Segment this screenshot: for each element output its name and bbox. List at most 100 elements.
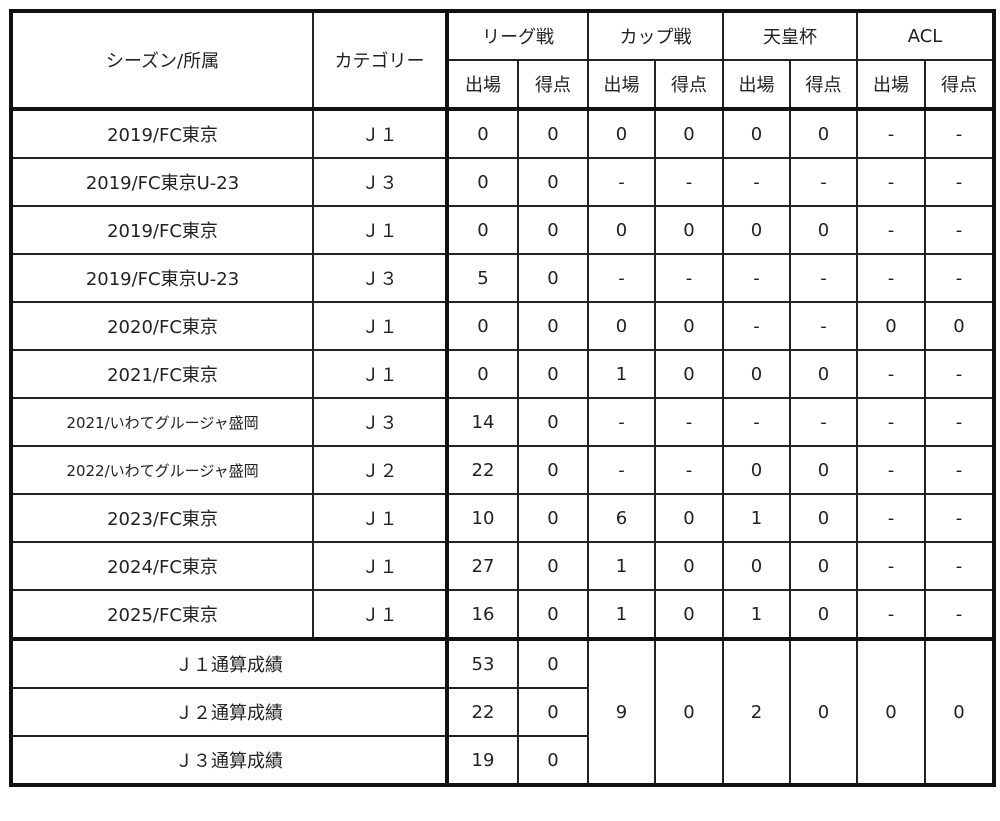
table-row: 2019/FC東京U-23 Ｊ３ 0 0- - - - - - [10, 157, 995, 207]
stat-cell: 1 [722, 589, 791, 640]
season-cell: 2022/いわてグルージャ盛岡 [10, 445, 314, 495]
stat-cell: 22 [446, 445, 519, 495]
stat-cell: 0 [587, 108, 656, 159]
table-row: 2021/FC東京 Ｊ１ 0 0 1 0 0 0- - [10, 349, 995, 399]
stat-cell: 14 [446, 397, 519, 447]
stat-cell: - [856, 397, 926, 447]
table-row: 2023/FC東京 Ｊ１ 10 0 6 0 1 0- - [10, 493, 995, 543]
stat-cell: 0 [587, 301, 656, 351]
stat-cell: - [654, 445, 724, 495]
stat-cell: - [856, 157, 926, 207]
category-cell: Ｊ１ [312, 349, 449, 399]
stat-cell: 0 [654, 301, 724, 351]
stat-cell: - [924, 493, 995, 543]
header-goals: 得点 [789, 59, 858, 111]
stat-cell: 27 [446, 541, 519, 591]
header-goals: 得点 [654, 59, 724, 111]
stat-cell: 0 [517, 253, 589, 303]
header-category: カテゴリー [312, 10, 449, 111]
stat-cell: - [856, 253, 926, 303]
table-row: 2019/FC東京 Ｊ１ 0 0 0 0 0 0- - [10, 205, 995, 255]
stat-cell: - [924, 541, 995, 591]
totals-goals: 0 [517, 735, 589, 786]
table-row: 2022/いわてグルージャ盛岡 Ｊ２ 22 0- -0 0- - [10, 445, 995, 495]
stat-cell: 0 [446, 205, 519, 255]
totals-apps: 22 [446, 687, 519, 737]
stat-cell: 0 [789, 108, 858, 159]
stat-cell: 1 [587, 589, 656, 640]
stat-cell: - [722, 157, 791, 207]
category-cell: Ｊ３ [312, 253, 449, 303]
season-cell: 2019/FC東京 [10, 108, 314, 159]
stat-cell: - [924, 205, 995, 255]
stat-cell: - [856, 205, 926, 255]
stat-cell: - [856, 108, 926, 159]
category-cell: Ｊ３ [312, 397, 449, 447]
stat-cell: 0 [856, 301, 926, 351]
header-acl: ACL [856, 10, 995, 61]
season-cell: 2025/FC東京 [10, 589, 314, 640]
season-cell: 2024/FC東京 [10, 541, 314, 591]
stat-cell: 0 [654, 541, 724, 591]
stat-cell: 0 [789, 445, 858, 495]
category-cell: Ｊ１ [312, 589, 449, 640]
totals-combined-cell: 2 [722, 637, 791, 786]
stat-cell: - [924, 157, 995, 207]
category-cell: Ｊ２ [312, 445, 449, 495]
stat-cell: 16 [446, 589, 519, 640]
stat-cell: 0 [517, 157, 589, 207]
totals-row: Ｊ２通算成績 22 0 [10, 687, 994, 737]
header-league: リーグ戦 [446, 10, 589, 61]
stat-cell: - [924, 589, 995, 640]
totals-combined-cell: 0 [654, 637, 724, 786]
category-cell: Ｊ３ [312, 157, 449, 207]
header-emperors-cup: 天皇杯 [722, 10, 858, 61]
category-cell: Ｊ１ [312, 541, 449, 591]
stat-cell: - [587, 397, 656, 447]
header-apps: 出場 [856, 59, 926, 111]
stat-cell: 1 [587, 349, 656, 399]
header-apps: 出場 [722, 59, 791, 111]
stat-cell: 0 [517, 493, 589, 543]
totals-goals: 0 [517, 687, 589, 737]
header-goals: 得点 [924, 59, 995, 111]
category-cell: Ｊ１ [312, 493, 449, 543]
header-goals: 得点 [517, 59, 589, 111]
table-row: 2025/FC東京 Ｊ１ 16 0 1 0 1 0- - [10, 589, 995, 640]
totals-label: Ｊ３通算成績 [10, 735, 449, 786]
totals-combined-cell: 0 [924, 637, 995, 786]
stat-cell: 0 [654, 493, 724, 543]
stat-cell: 1 [587, 541, 656, 591]
table-row: 2020/FC東京 Ｊ１ 0 0 0 0- -0 0 [10, 301, 995, 351]
stat-cell: 0 [517, 301, 589, 351]
stat-cell: 0 [517, 541, 589, 591]
season-cell: 2019/FC東京U-23 [10, 253, 314, 303]
table-row: 2021/いわてグルージャ盛岡 Ｊ３ 14 0- - - - - - [10, 397, 995, 447]
stat-cell: 0 [722, 349, 791, 399]
stat-cell: 0 [517, 108, 589, 159]
stat-cell: - [924, 445, 995, 495]
stat-cell: - [789, 397, 858, 447]
season-cell: 2023/FC東京 [10, 493, 314, 543]
stat-cell: - [856, 541, 926, 591]
stat-cell: 0 [446, 108, 519, 159]
stat-cell: - [856, 589, 926, 640]
category-cell: Ｊ１ [312, 205, 449, 255]
stat-cell: - [856, 349, 926, 399]
stat-cell: 0 [517, 397, 589, 447]
stat-cell: - [924, 349, 995, 399]
stat-cell: 0 [654, 205, 724, 255]
stat-cell: - [924, 108, 995, 159]
totals-combined-cell: 0 [789, 637, 858, 786]
totals-combined-cell: 9 [587, 637, 656, 786]
stat-cell: 0 [722, 205, 791, 255]
stat-cell: - [654, 397, 724, 447]
stat-cell: 5 [446, 253, 519, 303]
table-row: 2019/FC東京 Ｊ１ 0 0 0 0 0 0- - [10, 108, 995, 159]
stat-cell: - [587, 253, 656, 303]
totals-label: Ｊ２通算成績 [10, 687, 449, 737]
stat-cell: 0 [654, 108, 724, 159]
stat-cell: 6 [587, 493, 656, 543]
totals-row: Ｊ３通算成績 19 0 [10, 735, 994, 786]
stat-cell: - [924, 397, 995, 447]
